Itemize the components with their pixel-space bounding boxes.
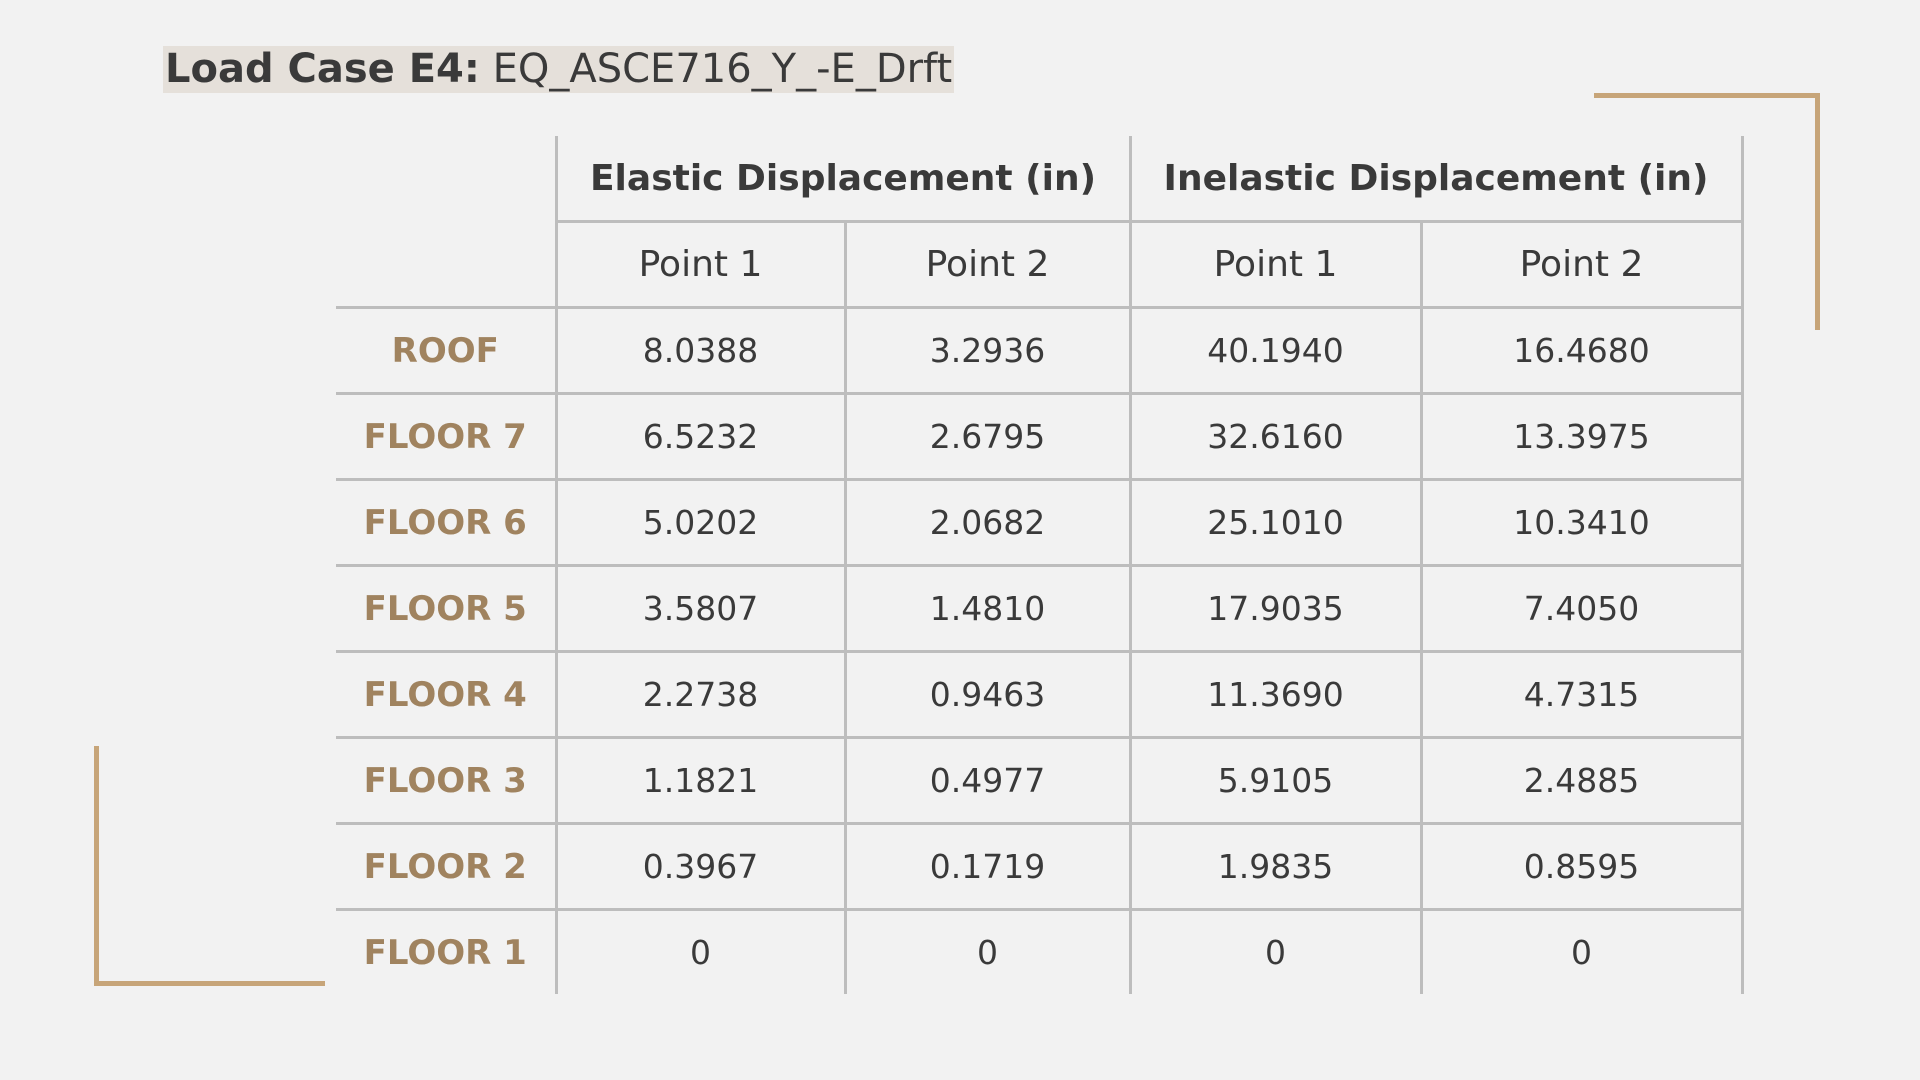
table-cell: 7.4050	[1419, 565, 1744, 653]
table-cell: 0.3967	[554, 823, 847, 911]
elastic-displacement-header: Elastic Displacement (in)	[554, 136, 1132, 223]
table-cell: 3.2936	[843, 307, 1132, 395]
table-cell: 10.3410	[1419, 479, 1744, 567]
table-cell: 2.0682	[843, 479, 1132, 567]
displacement-table: Elastic Displacement (in) Inelastic Disp…	[336, 136, 1744, 994]
table-cell: 4.7315	[1419, 651, 1744, 739]
row-label: ROOF	[336, 307, 558, 395]
table-row-floor-7: FLOOR 7 6.5232 2.6795 32.6160 13.3975	[336, 393, 1744, 481]
elastic-point-2-header: Point 2	[843, 221, 1132, 309]
table-row-floor-2: FLOOR 2 0.3967 0.1719 1.9835 0.8595	[336, 823, 1744, 911]
table-cell: 11.3690	[1128, 651, 1423, 739]
table-cell: 40.1940	[1128, 307, 1423, 395]
table-row-roof: ROOF 8.0388 3.2936 40.1940 16.4680	[336, 307, 1744, 395]
row-label: FLOOR 6	[336, 479, 558, 567]
table-cell: 5.0202	[554, 479, 847, 567]
load-case-prefix: Load Case E4:	[165, 46, 480, 92]
inelastic-displacement-header: Inelastic Displacement (in)	[1128, 136, 1744, 223]
row-label: FLOOR 3	[336, 737, 558, 825]
table-cell: 1.9835	[1128, 823, 1423, 911]
row-label: FLOOR 5	[336, 565, 558, 653]
table-cell: 1.1821	[554, 737, 847, 825]
table-cell: 2.4885	[1419, 737, 1744, 825]
table-cell: 0.9463	[843, 651, 1132, 739]
table-row-floor-4: FLOOR 4 2.2738 0.9463 11.3690 4.7315	[336, 651, 1744, 739]
row-label: FLOOR 4	[336, 651, 558, 739]
table-cell: 0.1719	[843, 823, 1132, 911]
table-cell: 16.4680	[1419, 307, 1744, 395]
table-row-floor-1: FLOOR 1 0 0 0 0	[336, 909, 1744, 994]
row-label: FLOOR 1	[336, 909, 558, 994]
table-row-floor-6: FLOOR 6 5.0202 2.0682 25.1010 10.3410	[336, 479, 1744, 567]
table-cell: 3.5807	[554, 565, 847, 653]
table-cell: 5.9105	[1128, 737, 1423, 825]
table-cell: 13.3975	[1419, 393, 1744, 481]
table-cell: 0.8595	[1419, 823, 1744, 911]
table-cell: 0.4977	[843, 737, 1132, 825]
inelastic-point-1-header: Point 1	[1128, 221, 1423, 309]
table-row-floor-3: FLOOR 3 1.1821 0.4977 5.9105 2.4885	[336, 737, 1744, 825]
table-cell: 1.4810	[843, 565, 1132, 653]
table-corner-cell	[336, 136, 556, 222]
inelastic-point-2-header: Point 2	[1419, 221, 1744, 309]
load-case-name: EQ_ASCE716_Y_-E_Drft	[492, 46, 953, 92]
table-corner-cell	[336, 221, 556, 309]
table-cell: 0	[843, 909, 1132, 994]
table-cell: 8.0388	[554, 307, 847, 395]
table-cell: 25.1010	[1128, 479, 1423, 567]
table-cell: 0	[1419, 909, 1744, 994]
decorative-corner-top-right	[1594, 93, 1820, 330]
table-row-floor-5: FLOOR 5 3.5807 1.4810 17.9035 7.4050	[336, 565, 1744, 653]
row-label: FLOOR 2	[336, 823, 558, 911]
table-cell: 32.6160	[1128, 393, 1423, 481]
table-cell: 17.9035	[1128, 565, 1423, 653]
elastic-point-1-header: Point 1	[554, 221, 847, 309]
table-cell: 0	[554, 909, 847, 994]
table-cell: 2.2738	[554, 651, 847, 739]
load-case-title: Load Case E4: EQ_ASCE716_Y_-E_Drft	[163, 46, 955, 93]
row-label: FLOOR 7	[336, 393, 558, 481]
point-header-row: Point 1 Point 2 Point 1 Point 2	[336, 221, 1744, 309]
table-cell: 2.6795	[843, 393, 1132, 481]
table-cell: 6.5232	[554, 393, 847, 481]
table-cell: 0	[1128, 909, 1423, 994]
decorative-corner-bottom-left	[94, 746, 325, 986]
group-header-row: Elastic Displacement (in) Inelastic Disp…	[336, 136, 1744, 223]
